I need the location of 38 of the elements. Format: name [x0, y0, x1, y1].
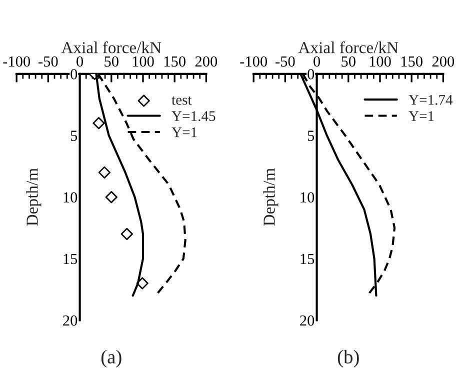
- x-axis-title: Axial force/kN: [61, 41, 162, 54]
- x-tick-label: 200: [195, 56, 218, 67]
- legend-label: Y=1: [172, 127, 197, 138]
- point: [98, 166, 111, 179]
- point: [105, 191, 118, 204]
- y-tick-label: 5: [70, 130, 78, 141]
- x-tick-label: 150: [164, 56, 186, 67]
- x-axis-title: Axial force/kN: [298, 41, 398, 54]
- x-tick-label: 150: [401, 56, 422, 67]
- y-tick-label: 20: [63, 315, 78, 326]
- legend-label: Y=1.45: [172, 111, 216, 122]
- x-tick-label: 50: [104, 56, 118, 67]
- y-tick-label: 0: [70, 69, 78, 80]
- y-tick-label: 15: [300, 254, 314, 264]
- x-tick-label: 200: [432, 56, 454, 67]
- text: (b): [338, 350, 359, 368]
- x-tick-label: 100: [132, 56, 154, 67]
- x-tick-label: -100: [3, 56, 30, 67]
- legend-label: Y=1.74: [408, 95, 453, 105]
- y-axis-title: Depth/m: [263, 168, 278, 226]
- y-tick-label: 5: [308, 130, 314, 141]
- y-tick-label: 15: [64, 254, 78, 264]
- x-tick-label: 50: [342, 56, 356, 67]
- x-tick-label: -100: [240, 56, 268, 67]
- point: [92, 117, 105, 130]
- point: [136, 277, 148, 290]
- legend-label: test: [172, 96, 192, 105]
- point: [120, 228, 133, 240]
- y-tick-label: 10: [64, 192, 78, 203]
- y-tick-label: 0: [308, 69, 314, 80]
- y-tick-label: 20: [300, 315, 314, 326]
- x-tick-label: -50: [38, 56, 58, 67]
- y-tick-label: 10: [300, 192, 314, 203]
- x-tick-label: -50: [276, 56, 295, 67]
- x-tick-label: 100: [370, 56, 391, 67]
- text: (a): [101, 350, 122, 368]
- legend-label: Y=1: [408, 111, 434, 121]
- y-axis-title: Depth/m: [26, 168, 42, 226]
